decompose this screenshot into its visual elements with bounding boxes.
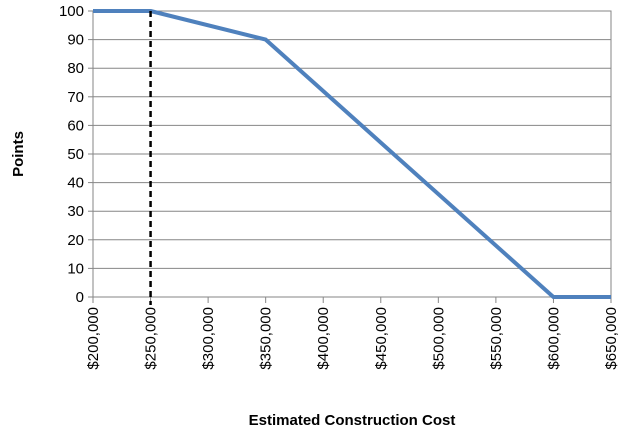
y-tick-label: 90 — [67, 32, 84, 49]
y-tick-label: 50 — [67, 146, 84, 163]
y-axis-ticks: 0 10 20 30 40 50 60 70 80 90 100 — [59, 3, 93, 306]
x-tick-label: $500,000 — [430, 307, 447, 370]
y-tick-label: 0 — [76, 289, 84, 306]
series-line — [93, 9, 611, 299]
y-tick-label: 70 — [67, 89, 84, 106]
x-tick-label: $600,000 — [545, 307, 562, 370]
y-tick-label: 100 — [59, 3, 84, 20]
y-tick-label: 60 — [67, 117, 84, 134]
x-axis-title: Estimated Construction Cost — [249, 412, 456, 429]
x-tick-label: $350,000 — [258, 307, 275, 370]
y-tick-label: 20 — [67, 232, 84, 249]
series-layer — [93, 9, 611, 299]
x-axis-ticks: $200,000 $250,000 $300,000 $350,000 $400,000… — [85, 297, 620, 370]
y-tick-label: 10 — [67, 260, 84, 277]
x-tick-label: $200,000 — [85, 307, 102, 370]
x-tick-label: $550,000 — [488, 307, 505, 370]
y-tick-label: 40 — [67, 175, 84, 192]
x-tick-label: $650,000 — [603, 307, 620, 370]
y-axis-title: Points — [10, 131, 27, 177]
y-tick-label: 30 — [67, 203, 84, 220]
x-tick-label: $300,000 — [200, 307, 217, 370]
x-tick-label: $400,000 — [315, 307, 332, 370]
gridlines — [93, 10, 611, 269]
x-tick-label: $450,000 — [373, 307, 390, 370]
x-tick-label: $250,000 — [143, 307, 160, 370]
y-tick-label: 80 — [67, 60, 84, 77]
